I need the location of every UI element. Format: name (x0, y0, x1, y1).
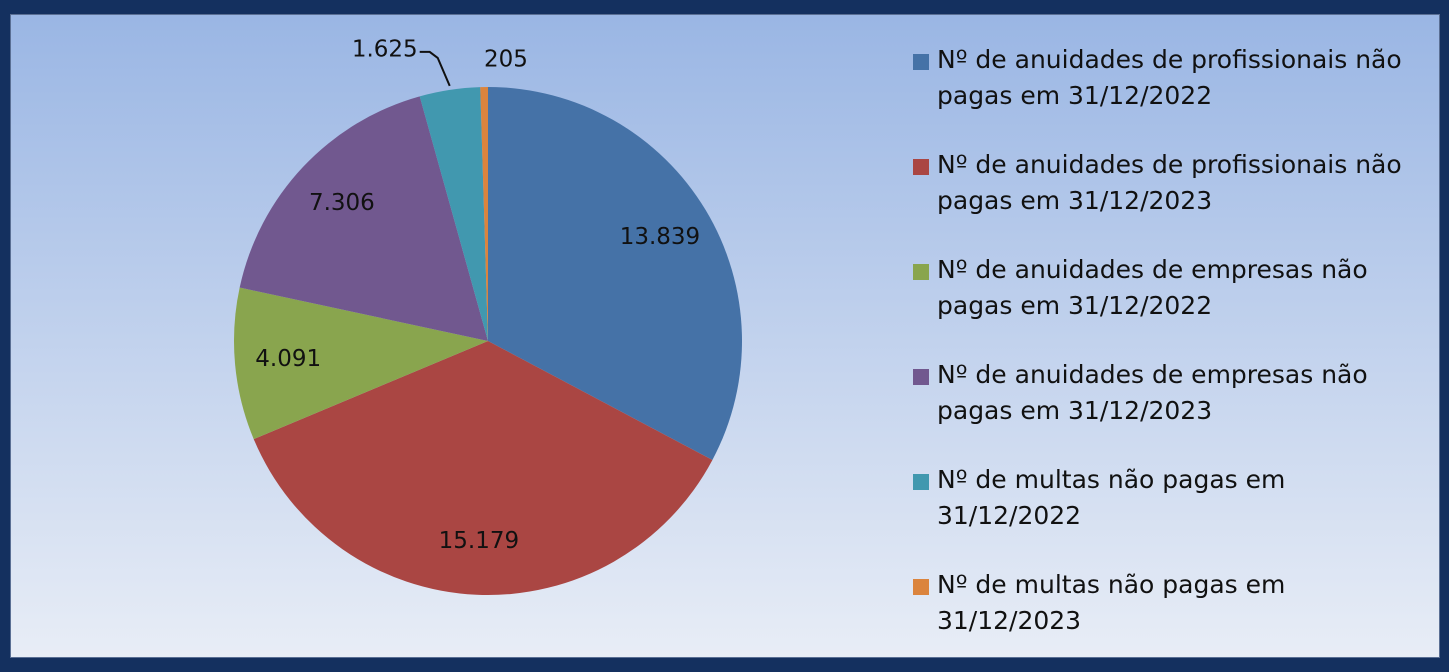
legend-swatch (913, 579, 929, 595)
legend: Nº de anuidades de profissionais não pag… (913, 42, 1433, 672)
legend-label: Nº de multas não pagas em 31/12/2023 (937, 570, 1286, 635)
legend-item: Nº de anuidades de empresas não pagas em… (913, 252, 1433, 357)
data-label: 1.625 (352, 36, 418, 62)
pie-slice (233, 287, 488, 440)
legend-item: Nº de multas não pagas em 31/12/2023 (913, 567, 1433, 672)
legend-label: Nº de anuidades de profissionais não pag… (937, 150, 1402, 215)
pie-slice (253, 341, 713, 595)
legend-item: Nº de anuidades de profissionais não pag… (913, 147, 1433, 252)
page: 13.839 15.179 4.091 7.306 1.625 205 Nº de anu… (10, 14, 1440, 658)
legend-label: Nº de multas não pagas em 31/12/2022 (937, 465, 1286, 530)
chart: 13.839 15.179 4.091 7.306 1.625 205 (233, 36, 742, 595)
legend-label: Nº de anuidades de empresas não pagas em… (937, 255, 1368, 320)
legend-swatch (913, 54, 929, 70)
data-label: 15.179 (439, 528, 519, 554)
data-label: 205 (484, 47, 528, 73)
pie-slice (239, 96, 488, 342)
data-label: 7.306 (309, 190, 375, 216)
data-label: 13.839 (620, 224, 700, 250)
pie-slice (419, 87, 488, 341)
legend-swatch (913, 474, 929, 490)
leader-line (419, 50, 451, 87)
legend-label: Nº de anuidades de empresas não pagas em… (937, 360, 1368, 425)
legend-item: Nº de anuidades de empresas não pagas em… (913, 357, 1433, 462)
legend-item: Nº de multas não pagas em 31/12/2022 (913, 462, 1433, 567)
pie-slice (480, 87, 488, 341)
legend-swatch (913, 369, 929, 385)
legend-swatch (913, 264, 929, 280)
legend-label: Nº de anuidades de profissionais não pag… (937, 45, 1402, 110)
legend-swatch (913, 159, 929, 175)
data-label: 4.091 (255, 346, 321, 372)
pie-slice (488, 87, 742, 460)
legend-item: Nº de anuidades de profissionais não pag… (913, 42, 1433, 147)
